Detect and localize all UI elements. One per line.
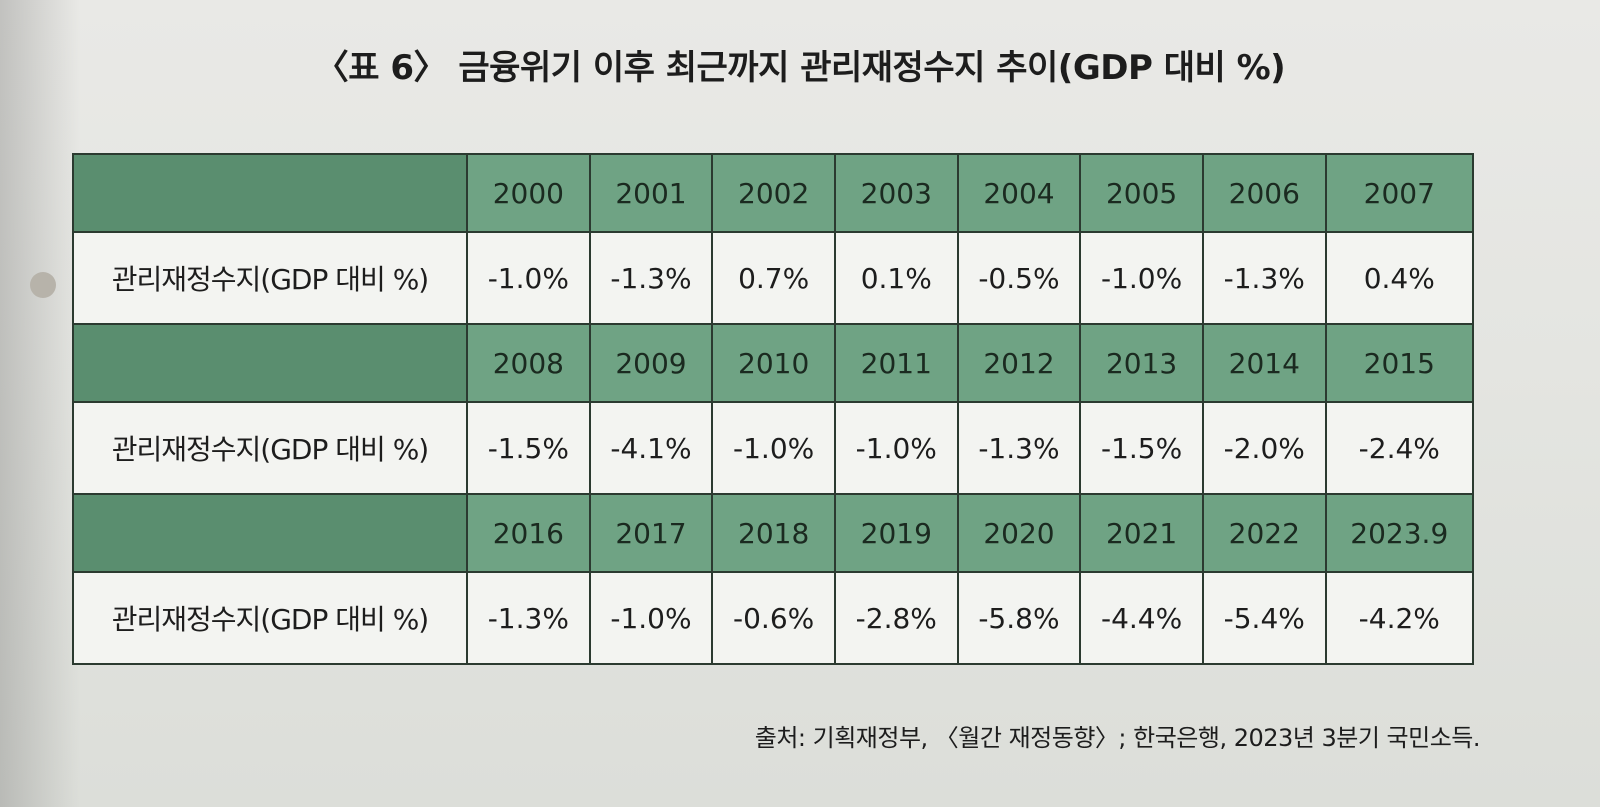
value-cell: -1.0% (466, 231, 591, 325)
year-cell: 2002 (711, 153, 836, 233)
blank-header-cell (72, 493, 468, 573)
year-header-row: 2016 2017 2018 2019 2020 2021 2022 2023.… (72, 493, 1475, 573)
value-cell: -1.5% (1079, 401, 1204, 495)
table-title: 〈표 6〉 금융위기 이후 최근까지 관리재정수지 추이(GDP 대비 %) (314, 48, 1286, 88)
value-cell: 0.7% (711, 231, 836, 325)
fiscal-balance-table: 2000 2001 2002 2003 2004 2005 2006 2007 … (72, 153, 1475, 665)
row-label: 관리재정수지(GDP 대비 %) (72, 231, 468, 325)
value-cell: -1.0% (588, 571, 714, 665)
value-cell: -2.8% (833, 571, 959, 665)
value-cell: -4.2% (1324, 571, 1475, 665)
value-row: 관리재정수지(GDP 대비 %) -1.5% -4.1% -1.0% -1.0%… (72, 401, 1475, 495)
value-cell: -1.3% (956, 401, 1082, 495)
value-cell: -4.1% (588, 401, 714, 495)
value-cell: -1.5% (466, 401, 591, 495)
year-cell: 2003 (833, 153, 959, 233)
value-cell: -0.6% (711, 571, 836, 665)
year-cell: 2009 (588, 323, 714, 403)
year-header-row: 2000 2001 2002 2003 2004 2005 2006 2007 (72, 153, 1475, 233)
blank-header-cell (72, 153, 468, 233)
value-cell: -5.4% (1201, 571, 1327, 665)
year-cell: 2022 (1201, 493, 1327, 573)
year-cell: 2021 (1079, 493, 1204, 573)
year-cell: 2000 (466, 153, 591, 233)
value-cell: -2.4% (1324, 401, 1475, 495)
source-note: 출처: 기획재정부, 〈월간 재정동향〉; 한국은행, 2023년 3분기 국민… (754, 724, 1481, 752)
value-cell: -1.0% (1079, 231, 1204, 325)
value-cell: -1.0% (833, 401, 959, 495)
year-cell: 2018 (711, 493, 836, 573)
value-cell: -0.5% (956, 231, 1082, 325)
year-cell: 2005 (1079, 153, 1204, 233)
value-cell: 0.1% (833, 231, 959, 325)
year-cell: 2008 (466, 323, 591, 403)
year-header-row: 2008 2009 2010 2011 2012 2013 2014 2015 (72, 323, 1475, 403)
value-cell: -1.3% (588, 231, 714, 325)
year-cell: 2007 (1324, 153, 1475, 233)
year-cell: 2016 (466, 493, 591, 573)
binder-hole (30, 272, 56, 298)
year-cell: 2006 (1201, 153, 1327, 233)
value-cell: -5.8% (956, 571, 1082, 665)
row-label: 관리재정수지(GDP 대비 %) (72, 571, 468, 665)
value-cell: 0.4% (1324, 231, 1475, 325)
year-cell: 2023.9 (1324, 493, 1475, 573)
year-cell: 2012 (956, 323, 1082, 403)
value-row: 관리재정수지(GDP 대비 %) -1.0% -1.3% 0.7% 0.1% -… (72, 231, 1475, 325)
row-label: 관리재정수지(GDP 대비 %) (72, 401, 468, 495)
year-cell: 2019 (833, 493, 959, 573)
year-cell: 2015 (1324, 323, 1475, 403)
year-cell: 2013 (1079, 323, 1204, 403)
value-cell: -1.3% (1201, 231, 1327, 325)
year-cell: 2001 (588, 153, 714, 233)
value-row: 관리재정수지(GDP 대비 %) -1.3% -1.0% -0.6% -2.8%… (72, 571, 1475, 665)
year-cell: 2014 (1201, 323, 1327, 403)
year-cell: 2011 (833, 323, 959, 403)
year-cell: 2010 (711, 323, 836, 403)
value-cell: -2.0% (1201, 401, 1327, 495)
year-cell: 2004 (956, 153, 1082, 233)
blank-header-cell (72, 323, 468, 403)
value-cell: -1.0% (711, 401, 836, 495)
page-edge-shadow (0, 0, 80, 807)
year-cell: 2017 (588, 493, 714, 573)
year-cell: 2020 (956, 493, 1082, 573)
value-cell: -4.4% (1079, 571, 1204, 665)
value-cell: -1.3% (466, 571, 591, 665)
